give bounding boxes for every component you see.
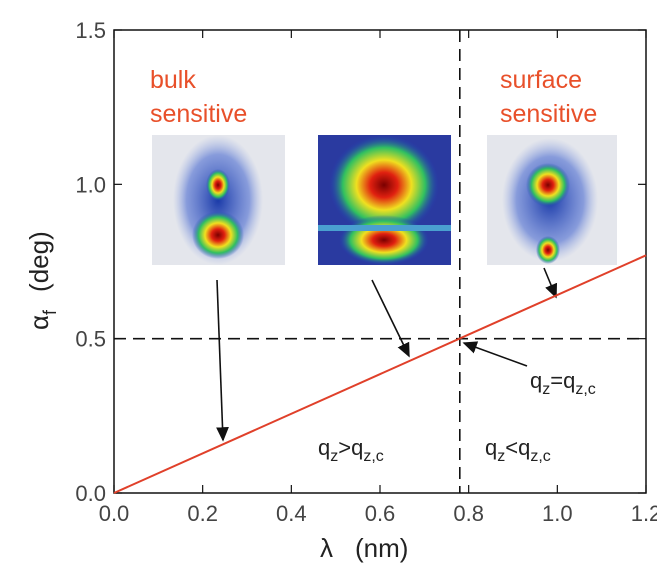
- y-tick-label: 0.5: [75, 327, 106, 352]
- region-label: sensitive: [500, 100, 597, 128]
- y-tick-label: 1.5: [75, 18, 106, 43]
- annotation-part: q: [318, 435, 330, 460]
- x-axis-label-part: λ: [320, 533, 333, 563]
- y-tick-label: 1.0: [75, 172, 106, 197]
- annotation: qz>qz,c: [318, 435, 384, 465]
- x-axis-label-part: (nm): [355, 533, 408, 563]
- annotation: qz=qz,c: [530, 368, 596, 398]
- annotation-part: z,c: [530, 448, 550, 465]
- arrows: [216, 267, 558, 442]
- annotation-part: z: [542, 381, 550, 398]
- y-axis-label-part: α: [24, 315, 54, 330]
- annotation-part: z,c: [575, 381, 595, 398]
- annotation-part: z: [497, 448, 505, 465]
- annotation-part: z,c: [363, 448, 383, 465]
- annotation-part: z: [330, 448, 338, 465]
- x-tick-label: 0.2: [187, 501, 218, 526]
- annotation-part: q: [530, 368, 542, 393]
- y-axis-label: αf (deg): [24, 231, 60, 330]
- x-tick-label: 0.0: [99, 501, 130, 526]
- annotation-part: >q: [338, 435, 363, 460]
- annotation-part: q: [485, 435, 497, 460]
- inset-images: [152, 135, 617, 265]
- x-tick-label: 0.4: [276, 501, 307, 526]
- annotation: qz<qz,c: [485, 435, 551, 465]
- x-tick-label: 0.8: [453, 501, 484, 526]
- y-axis-label-part: f: [40, 309, 60, 315]
- x-tick-label: 1.0: [542, 501, 573, 526]
- annotation-part: =q: [550, 368, 575, 393]
- y-tick-label: 0.0: [75, 481, 106, 506]
- x-axis-label: λ (nm): [320, 533, 408, 563]
- annotation-part: <q: [505, 435, 530, 460]
- region-label: sensitive: [150, 100, 247, 128]
- x-tick-label: 1.2: [631, 501, 657, 526]
- y-axis-label-part: (deg): [24, 231, 54, 292]
- region-label: bulk: [150, 66, 196, 94]
- data-line: [113, 254, 647, 494]
- x-tick-label: 0.6: [365, 501, 396, 526]
- region-label: surface: [500, 66, 582, 94]
